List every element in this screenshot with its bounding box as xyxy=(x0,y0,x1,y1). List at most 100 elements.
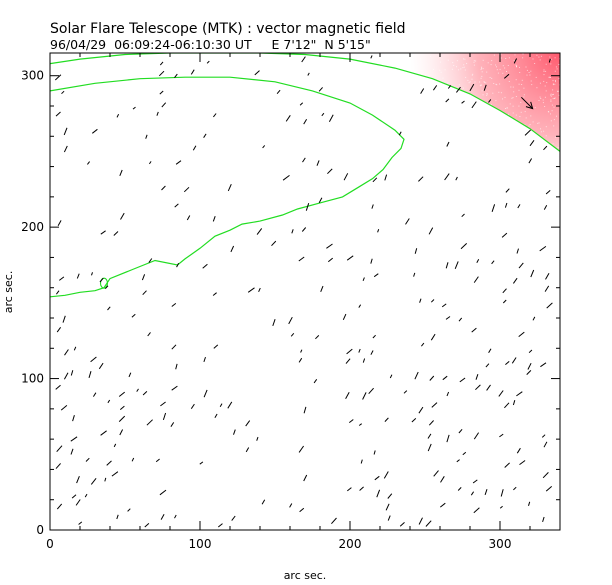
vector-mark xyxy=(84,493,88,498)
limb-speckle xyxy=(488,110,490,111)
limb-speckle xyxy=(398,64,400,66)
vector-mark xyxy=(442,375,448,381)
limb-speckle xyxy=(530,80,532,82)
limb-speckle xyxy=(472,114,474,116)
limb-speckle xyxy=(481,105,483,107)
vector-mark xyxy=(543,205,548,210)
vector-mark xyxy=(282,174,290,181)
limb-speckle xyxy=(508,57,510,59)
limb-speckle xyxy=(487,62,489,64)
limb-speckle xyxy=(480,77,482,79)
limb-speckle xyxy=(498,91,500,93)
limb-speckle xyxy=(526,161,527,163)
limb-speckle xyxy=(443,135,444,137)
limb-speckle xyxy=(520,130,521,132)
vector-mark xyxy=(63,372,69,380)
vector-mark xyxy=(247,287,255,293)
vector-mark xyxy=(445,262,449,269)
limb-speckle xyxy=(549,149,551,151)
limb-speckle xyxy=(545,135,547,137)
vector-mark xyxy=(546,302,553,309)
vector-mark xyxy=(399,522,405,527)
vector-mark xyxy=(472,479,478,484)
limb-speckle xyxy=(550,63,552,65)
limb-speckle xyxy=(513,59,515,61)
vector-mark xyxy=(147,332,151,337)
limb-speckle xyxy=(553,119,555,121)
limb-speckle xyxy=(505,115,507,117)
vector-mark xyxy=(70,436,78,442)
vector-mark xyxy=(305,203,310,211)
vector-mark xyxy=(321,112,325,117)
vector-mark xyxy=(307,72,310,76)
limb-speckle xyxy=(540,55,542,57)
vector-mark xyxy=(113,231,119,236)
limb-speckle xyxy=(500,57,502,59)
vector-mark xyxy=(55,384,61,390)
limb-speckle xyxy=(516,65,518,67)
vector-mark xyxy=(155,458,160,463)
limb-speckle xyxy=(446,152,448,154)
limb-speckle xyxy=(467,152,469,154)
chart-subtitle: 96/04/29 06:09:24-06:10:30 UT E 7'12" N … xyxy=(50,37,371,52)
limb-speckle xyxy=(496,84,498,86)
limb-speckle xyxy=(457,100,459,102)
vector-mark xyxy=(358,348,361,353)
vector-mark xyxy=(528,349,533,354)
vector-mark xyxy=(100,430,107,436)
vector-mark xyxy=(119,405,125,410)
limb-speckle xyxy=(554,97,556,99)
vector-mark xyxy=(76,476,80,484)
vector-mark xyxy=(212,216,216,222)
vector-mark xyxy=(518,262,524,269)
vector-mark xyxy=(132,106,136,110)
limb-speckle xyxy=(459,111,461,113)
limb-speckle xyxy=(517,151,519,153)
limb-speckle xyxy=(516,140,518,142)
vector-mark xyxy=(517,204,521,209)
limb-speckle xyxy=(526,74,528,76)
limb-speckle xyxy=(458,69,460,71)
limb-speckle xyxy=(442,136,444,138)
limb-speckle xyxy=(393,93,395,94)
limb-speckle xyxy=(487,112,488,114)
limb-speckle xyxy=(553,125,555,127)
reference-arrow xyxy=(520,96,534,109)
limb-speckle xyxy=(400,67,402,69)
vector-mark xyxy=(539,245,547,252)
vector-mark xyxy=(303,474,308,482)
limb-speckle xyxy=(554,57,556,59)
vector-mark xyxy=(488,99,492,103)
vector-mark xyxy=(529,140,535,147)
limb-speckle xyxy=(551,58,553,60)
vector-mark xyxy=(63,127,68,136)
vector-mark xyxy=(359,486,364,491)
vector-mark xyxy=(362,277,365,281)
limb-speckle xyxy=(518,144,520,146)
limb-speckle xyxy=(444,69,446,71)
limb-speckle xyxy=(504,96,506,98)
vector-mark xyxy=(192,145,197,151)
limb-speckle xyxy=(470,120,472,122)
limb-speckle xyxy=(550,95,552,97)
limb-speckle xyxy=(450,94,452,96)
vector-mark xyxy=(512,277,518,284)
vector-mark xyxy=(58,276,65,281)
limb-speckle xyxy=(438,130,440,132)
limb-speckle xyxy=(485,82,487,84)
limb-speckle xyxy=(538,122,540,124)
vector-mark xyxy=(486,384,491,391)
limb-speckle xyxy=(500,92,502,94)
limb-speckle xyxy=(448,140,450,142)
limb-speckle xyxy=(509,103,511,105)
vector-mark xyxy=(327,257,334,263)
vector-mark xyxy=(483,84,487,91)
limb-speckle xyxy=(463,66,465,68)
vector-mark xyxy=(107,399,111,404)
vector-mark xyxy=(54,74,62,81)
limb-speckle xyxy=(421,69,423,71)
limb-speckle xyxy=(427,132,429,134)
limb-speckle xyxy=(421,154,423,156)
limb-speckle xyxy=(490,64,492,66)
vector-mark xyxy=(107,306,111,311)
